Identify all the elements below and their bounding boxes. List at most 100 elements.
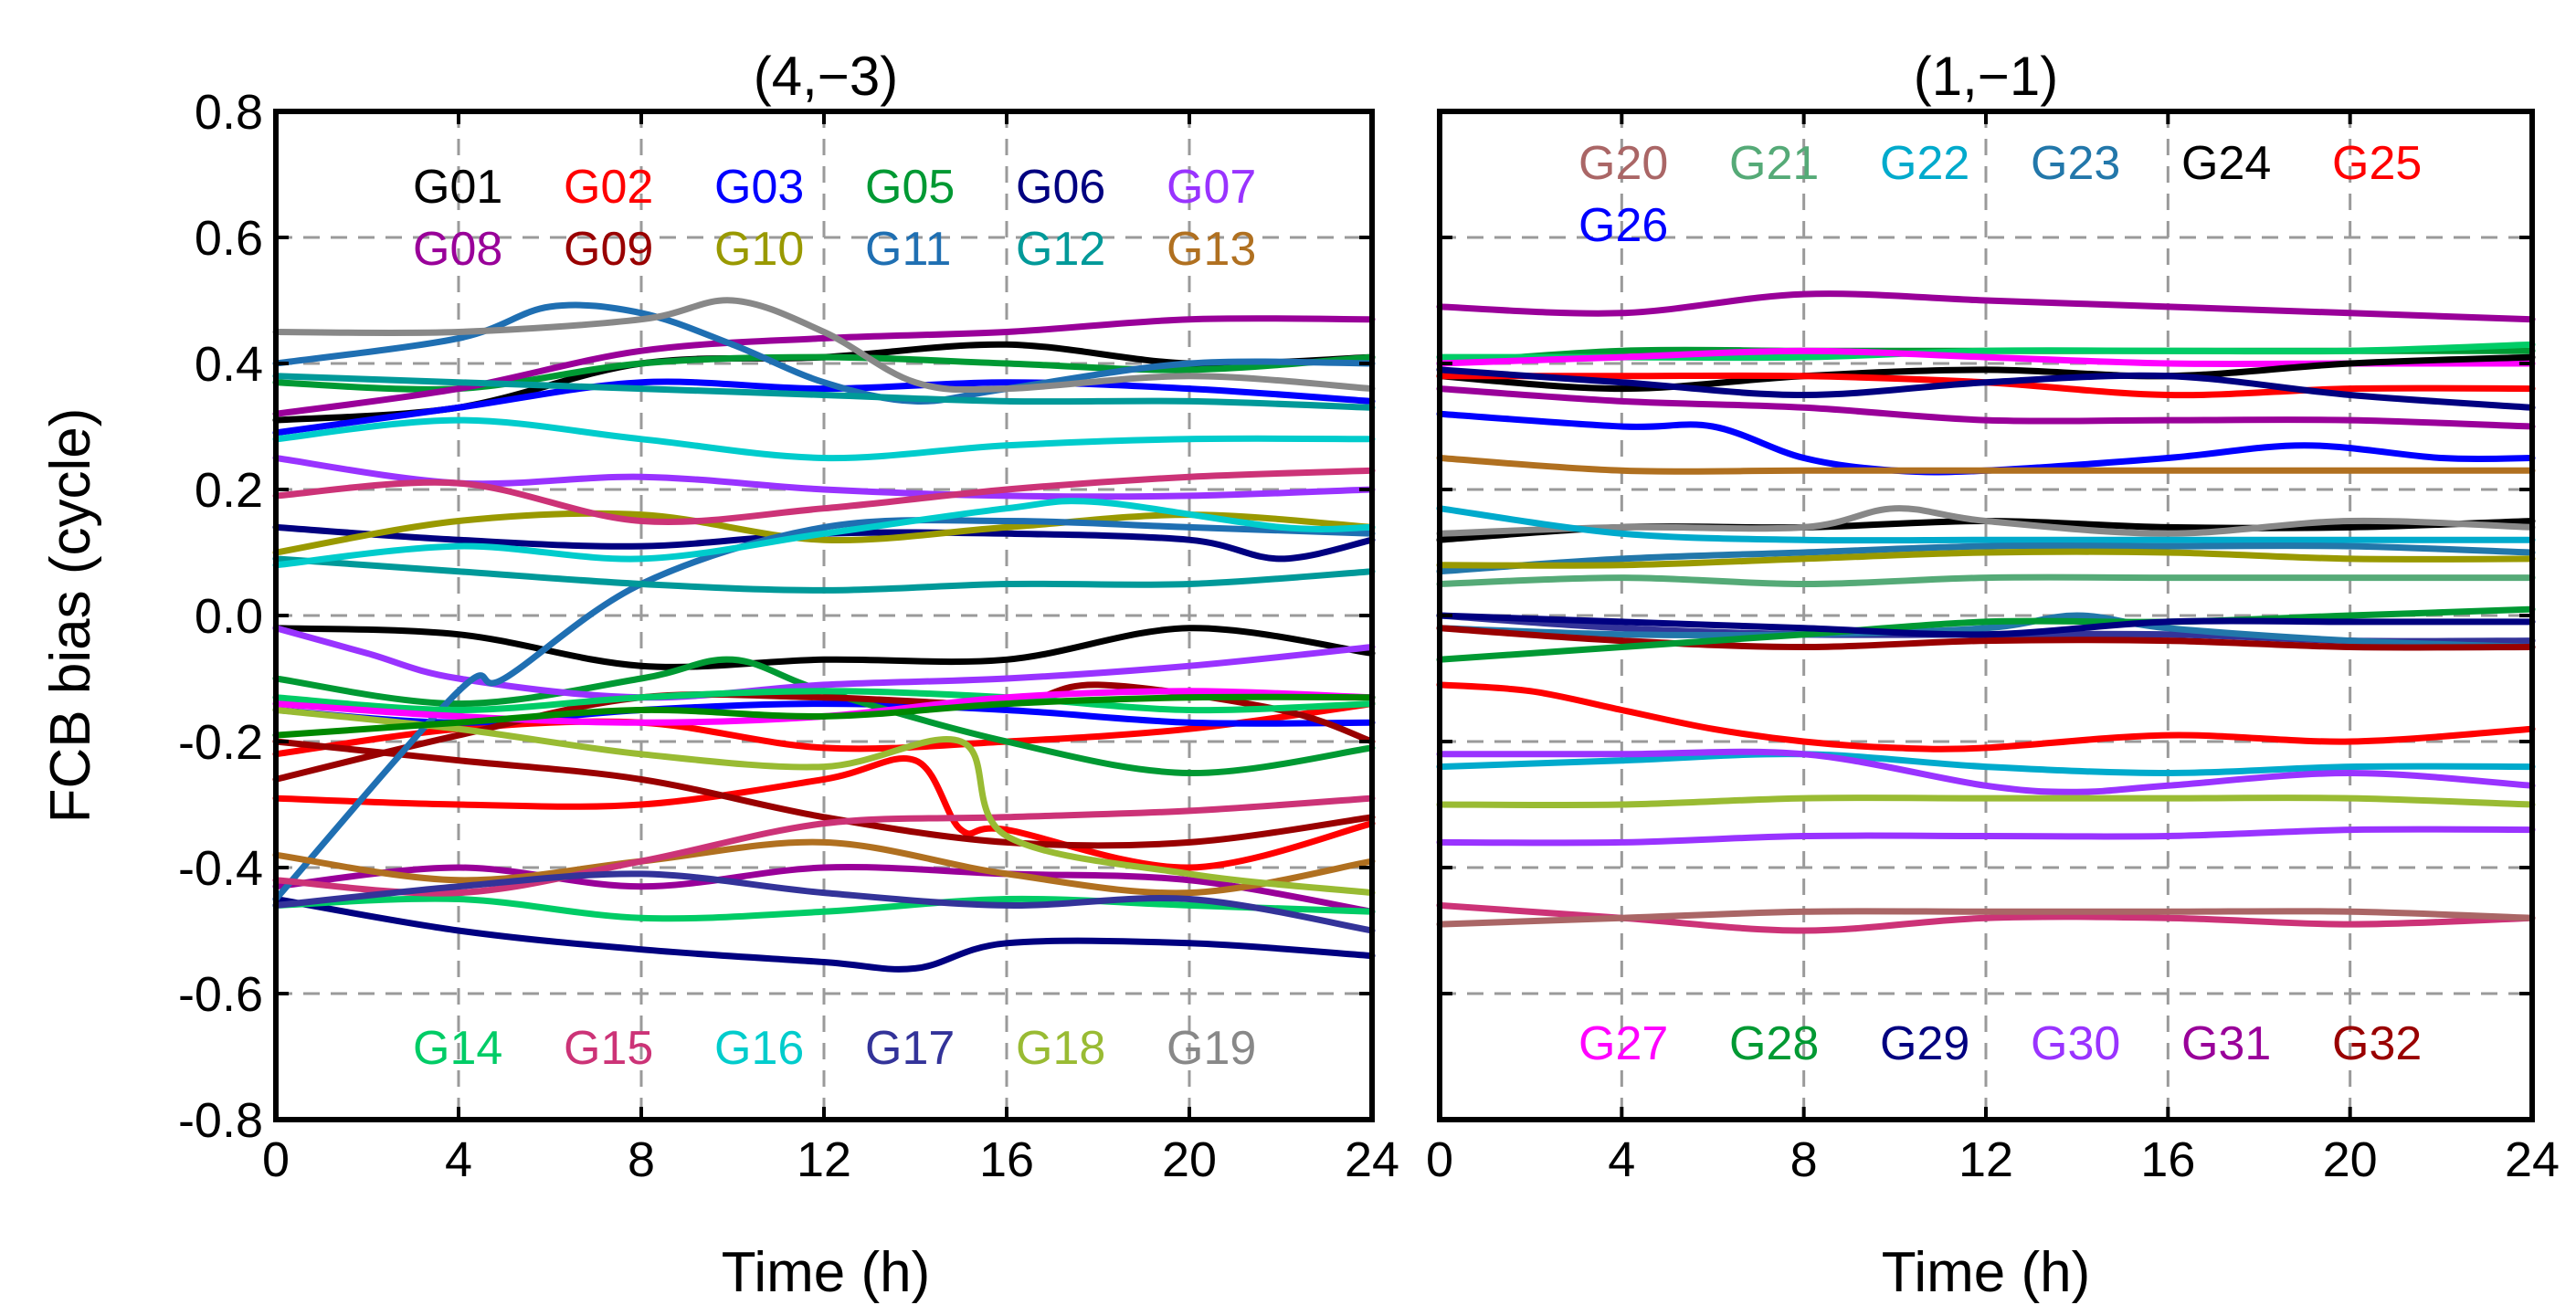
series-g20 bbox=[1436, 908, 2536, 928]
series-g22 bbox=[1436, 505, 2536, 544]
series-g05 bbox=[272, 656, 1376, 777]
legend-entry-g31: G31 bbox=[2181, 1017, 2271, 1070]
legend-entry-g18: G18 bbox=[1016, 1022, 1105, 1075]
x-tick-label: 4 bbox=[1608, 1132, 1635, 1187]
series-g02 bbox=[272, 755, 1376, 871]
legend-entry-g20: G20 bbox=[1578, 137, 1668, 190]
legend-entry-g03: G03 bbox=[714, 161, 804, 214]
legend-entry-g24: G24 bbox=[2181, 137, 2271, 190]
legend-entry-g14: G14 bbox=[413, 1022, 502, 1075]
series-g12 bbox=[272, 373, 1376, 411]
y-tick-label: 0.6 bbox=[195, 211, 263, 266]
series-g25 bbox=[1436, 681, 2536, 752]
x-tick-label: 20 bbox=[2323, 1132, 2378, 1187]
panel-title: (1,−1) bbox=[1914, 46, 2058, 107]
series-g12 bbox=[272, 555, 1376, 594]
series-g14 bbox=[272, 688, 1376, 714]
x-tick-label: 16 bbox=[979, 1132, 1034, 1187]
series-g31 bbox=[1436, 290, 2536, 323]
legend-entry-g10: G10 bbox=[714, 223, 804, 276]
y-tick-label: -0.6 bbox=[178, 967, 263, 1022]
series-g29 bbox=[1436, 366, 2536, 411]
legend-entry-g32: G32 bbox=[2332, 1017, 2422, 1070]
y-tick-label: -0.8 bbox=[178, 1093, 263, 1148]
legend-entry-g23: G23 bbox=[2031, 137, 2120, 190]
series-g18 bbox=[1436, 795, 2536, 808]
legend-entry-g07: G07 bbox=[1167, 161, 1256, 214]
panel-left: (4,−3) 0 4 8 12 16 20 24 0.8 0.6 0.4 0.2 0.0 -0.2 -0.… bbox=[178, 46, 1399, 1304]
series-g16 bbox=[272, 498, 1376, 569]
series-g05 bbox=[1436, 605, 2536, 663]
x-tick-label: 12 bbox=[1958, 1132, 2013, 1187]
series-g01 bbox=[272, 625, 1376, 670]
legend-entry-g28: G28 bbox=[1729, 1017, 1819, 1070]
x-tick-label: 24 bbox=[1345, 1132, 1399, 1187]
legend-entry-g17: G17 bbox=[865, 1022, 955, 1075]
series-g08 bbox=[272, 864, 1376, 915]
series-g28 bbox=[272, 693, 1376, 739]
legend-entry-g12: G12 bbox=[1016, 223, 1105, 276]
series-g03 bbox=[272, 378, 1376, 437]
legend-entry-g16: G16 bbox=[714, 1022, 804, 1075]
legend-entry-g25: G25 bbox=[2332, 137, 2422, 190]
legend-entry-g01: G01 bbox=[413, 161, 502, 214]
legend-entry-g06: G06 bbox=[1016, 161, 1105, 214]
series-g06 bbox=[272, 523, 1376, 563]
x-tick-label: 0 bbox=[1426, 1132, 1453, 1187]
series-g15 bbox=[272, 795, 1376, 897]
legend-entry-g13: G13 bbox=[1167, 223, 1256, 276]
legend-entry-g08: G08 bbox=[413, 223, 502, 276]
legend-entry-g27: G27 bbox=[1578, 1017, 1668, 1070]
series-g09 bbox=[272, 681, 1376, 783]
x-tick-label: 8 bbox=[628, 1132, 655, 1187]
y-axis-label: FCB bias (cycle) bbox=[39, 408, 102, 824]
series-g08 bbox=[272, 315, 1376, 417]
y-tick-label: 0.8 bbox=[195, 85, 263, 140]
series-g13 bbox=[272, 838, 1376, 897]
series-g07 bbox=[272, 625, 1376, 701]
series-g29 bbox=[1436, 612, 2536, 638]
y-tick-label: 0.2 bbox=[195, 463, 263, 518]
legend-entry-g05: G05 bbox=[865, 161, 955, 214]
legend-entry-g02: G02 bbox=[564, 161, 653, 214]
x-tick-label: 20 bbox=[1162, 1132, 1217, 1187]
y-tick-label: -0.4 bbox=[178, 841, 263, 896]
series-g15 bbox=[272, 467, 1376, 525]
x-tick-label: 12 bbox=[797, 1132, 851, 1187]
legend-entry-g26: G26 bbox=[1578, 199, 1668, 252]
series-g22 bbox=[1436, 751, 2536, 776]
series-g06 bbox=[272, 896, 1376, 973]
y-tick-label: 0.4 bbox=[195, 337, 263, 392]
legend-entry-g30: G30 bbox=[2031, 1017, 2120, 1070]
legend-entry-g22: G22 bbox=[1880, 137, 1969, 190]
series-g10 bbox=[1436, 548, 2536, 569]
series-g19 bbox=[1436, 505, 2536, 537]
x-axis-label: Time (h) bbox=[1882, 1241, 2090, 1304]
series-g32 bbox=[1436, 625, 2536, 651]
y-tick-label: -0.2 bbox=[178, 715, 263, 770]
series-g14 bbox=[272, 895, 1376, 922]
x-tick-label: 4 bbox=[445, 1132, 472, 1187]
legend-entry-g21: G21 bbox=[1729, 137, 1819, 190]
series-g13 bbox=[1436, 455, 2536, 475]
y-tick-label: 0.0 bbox=[195, 589, 263, 644]
series-g31 bbox=[1436, 385, 2536, 430]
series-g23 bbox=[1436, 542, 2536, 575]
x-axis-label: Time (h) bbox=[722, 1241, 930, 1304]
x-tick-label: 16 bbox=[2140, 1132, 2195, 1187]
series-g21 bbox=[1436, 574, 2536, 587]
legend-entry-g19: G19 bbox=[1167, 1022, 1256, 1075]
panel-title: (4,−3) bbox=[754, 46, 898, 107]
series-g30 bbox=[1436, 826, 2536, 847]
x-tick-label: 24 bbox=[2505, 1132, 2560, 1187]
legend-entry-g11: G11 bbox=[865, 223, 951, 276]
series-g18 bbox=[272, 707, 1376, 897]
series-g30 bbox=[1436, 748, 2536, 795]
x-tick-label: 8 bbox=[1790, 1132, 1818, 1187]
series-g24 bbox=[1436, 353, 2536, 393]
panel-right: (1,−1) 0 4 8 12 16 20 24 G20 G21 G22 G23 G24 G25 G26… bbox=[1426, 46, 2560, 1304]
series-g16 bbox=[272, 416, 1376, 462]
legend-entry-g29: G29 bbox=[1880, 1017, 1969, 1070]
series-g19 bbox=[272, 297, 1376, 394]
